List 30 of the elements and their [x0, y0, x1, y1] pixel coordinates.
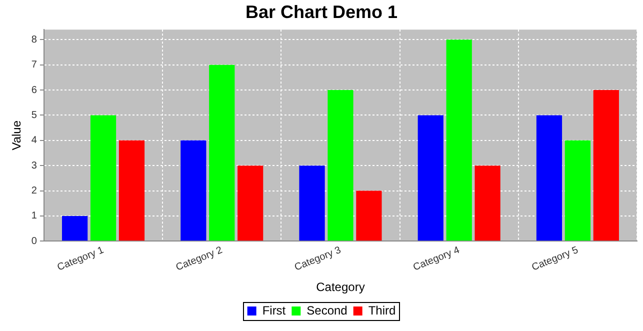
- bar: [474, 166, 500, 241]
- bar: [180, 140, 206, 241]
- bar: [209, 64, 235, 241]
- bar: [62, 216, 88, 241]
- x-axis-title: Category: [316, 280, 365, 294]
- y-axis-title: Value: [10, 120, 24, 150]
- bar: [118, 140, 145, 241]
- y-tick-label: 7: [31, 60, 38, 71]
- y-tick-label: 2: [31, 186, 38, 197]
- bar: [356, 190, 382, 241]
- bar: [238, 166, 264, 241]
- y-tick-label: 4: [31, 135, 38, 146]
- y-tick-label: 1: [31, 210, 38, 222]
- bar: [418, 115, 444, 241]
- bar: [446, 40, 472, 241]
- y-tick-label: 8: [31, 34, 38, 46]
- bar: [564, 140, 591, 241]
- legend-label: Third: [368, 303, 396, 318]
- bar: [299, 166, 325, 241]
- y-tick-label: 6: [31, 84, 38, 96]
- bar: [593, 90, 619, 241]
- legend-label: Second: [306, 303, 348, 318]
- legend-label: First: [262, 303, 286, 318]
- bar: [90, 115, 116, 241]
- y-tick-label: 3: [31, 160, 38, 172]
- bar: [536, 115, 562, 241]
- chart-title: Bar Chart Demo 1: [245, 2, 398, 22]
- y-tick-label: 5: [31, 110, 38, 121]
- y-tick-label: 0: [31, 236, 38, 247]
- bar: [328, 90, 354, 241]
